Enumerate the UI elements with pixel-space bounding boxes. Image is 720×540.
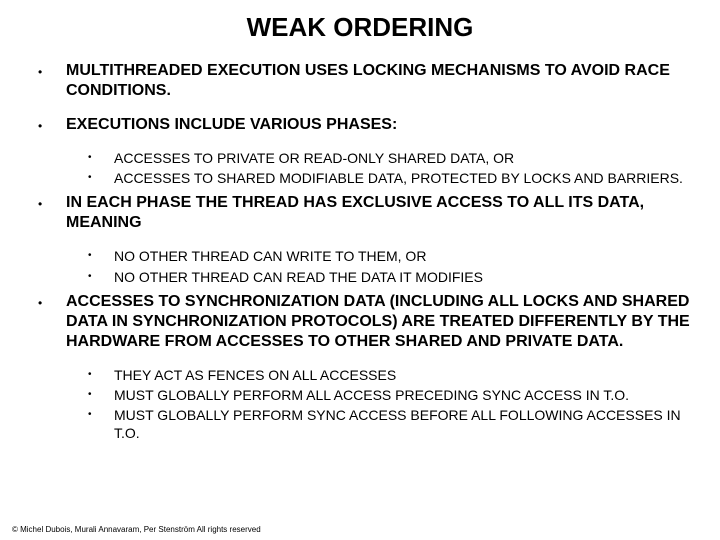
main-text: EXECUTIONS INCLUDE VARIOUS PHASES: <box>66 115 397 135</box>
bullet-icon: • <box>88 268 114 286</box>
sub-text: ACCESSES TO PRIVATE OR READ-ONLY SHARED … <box>114 149 514 167</box>
section-2: • IN EACH PHASE THE THREAD HAS EXCLUSIVE… <box>38 193 690 285</box>
sub-text: ACCESSES TO SHARED MODIFIABLE DATA, PROT… <box>114 169 683 187</box>
sub-text: NO OTHER THREAD CAN WRITE TO THEM, OR <box>114 247 426 265</box>
bullet-icon: • <box>38 61 66 101</box>
sub-list: • THEY ACT AS FENCES ON ALL ACCESSES • M… <box>38 366 690 443</box>
sub-item: • NO OTHER THREAD CAN WRITE TO THEM, OR <box>88 247 690 265</box>
sub-text: MUST GLOBALLY PERFORM SYNC ACCESS BEFORE… <box>114 406 690 442</box>
sub-item: • MUST GLOBALLY PERFORM SYNC ACCESS BEFO… <box>88 406 690 442</box>
main-item: • EXECUTIONS INCLUDE VARIOUS PHASES: <box>38 115 690 135</box>
main-item: • IN EACH PHASE THE THREAD HAS EXCLUSIVE… <box>38 193 690 233</box>
slide-title: WEAK ORDERING <box>30 12 690 43</box>
sub-item: • MUST GLOBALLY PERFORM ALL ACCESS PRECE… <box>88 386 690 404</box>
sub-list: • NO OTHER THREAD CAN WRITE TO THEM, OR … <box>38 247 690 285</box>
sub-item: • ACCESSES TO SHARED MODIFIABLE DATA, PR… <box>88 169 690 187</box>
bullet-icon: • <box>88 149 114 167</box>
sub-text: NO OTHER THREAD CAN READ THE DATA IT MOD… <box>114 268 483 286</box>
sub-text: THEY ACT AS FENCES ON ALL ACCESSES <box>114 366 396 384</box>
sub-list: • ACCESSES TO PRIVATE OR READ-ONLY SHARE… <box>38 149 690 187</box>
bullet-icon: • <box>88 386 114 404</box>
main-item: • ACCESSES TO SYNCHRONIZATION DATA (INCL… <box>38 292 690 352</box>
sub-item: • THEY ACT AS FENCES ON ALL ACCESSES <box>88 366 690 384</box>
section-3: • ACCESSES TO SYNCHRONIZATION DATA (INCL… <box>38 292 690 443</box>
main-text: IN EACH PHASE THE THREAD HAS EXCLUSIVE A… <box>66 193 690 233</box>
bullet-icon: • <box>88 366 114 384</box>
sub-text: MUST GLOBALLY PERFORM ALL ACCESS PRECEDI… <box>114 386 629 404</box>
bullet-icon: • <box>88 247 114 265</box>
copyright-text: © Michel Dubois, Murali Annavaram, Per S… <box>12 525 261 534</box>
main-text: MULTITHREADED EXECUTION USES LOCKING MEC… <box>66 61 690 101</box>
bullet-icon: • <box>88 169 114 187</box>
sub-item: • NO OTHER THREAD CAN READ THE DATA IT M… <box>88 268 690 286</box>
sub-item: • ACCESSES TO PRIVATE OR READ-ONLY SHARE… <box>88 149 690 167</box>
section-1: • EXECUTIONS INCLUDE VARIOUS PHASES: • A… <box>38 115 690 187</box>
bullet-icon: • <box>38 193 66 233</box>
main-item: • MULTITHREADED EXECUTION USES LOCKING M… <box>38 61 690 101</box>
content-list: • MULTITHREADED EXECUTION USES LOCKING M… <box>30 61 690 443</box>
bullet-icon: • <box>38 115 66 135</box>
main-text: ACCESSES TO SYNCHRONIZATION DATA (INCLUD… <box>66 292 690 352</box>
bullet-icon: • <box>38 292 66 352</box>
section-0: • MULTITHREADED EXECUTION USES LOCKING M… <box>38 61 690 101</box>
bullet-icon: • <box>88 406 114 442</box>
